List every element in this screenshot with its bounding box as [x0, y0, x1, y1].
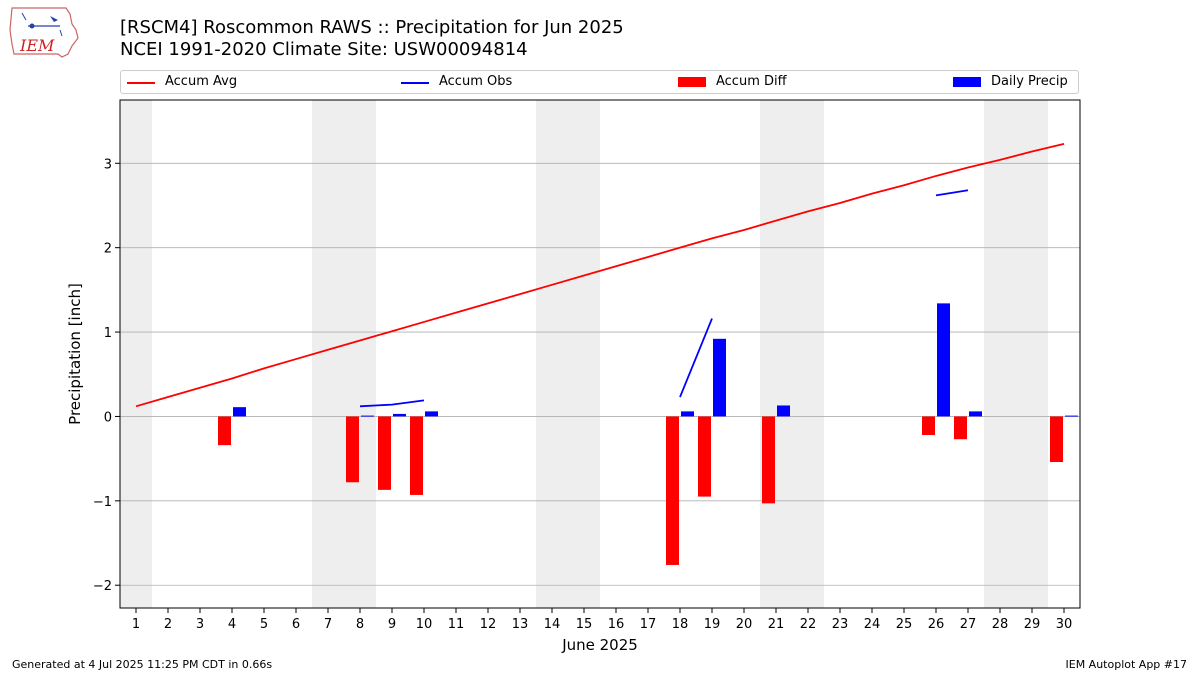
x-tick-label: 16: [608, 617, 625, 632]
x-tick-label: 25: [896, 617, 913, 632]
y-tick-label: 2: [104, 242, 112, 257]
grid-lines: [120, 162, 1080, 586]
weekend-band: [760, 100, 792, 608]
y-axis-label: Precipitation [inch]: [66, 283, 84, 425]
footer-app: IEM Autoplot App #17: [1065, 658, 1188, 671]
accum-diff-bar: [698, 416, 711, 497]
weekend-bands: [120, 100, 1048, 608]
daily-precip-bar: [777, 405, 790, 417]
accum-diff-bar: [410, 416, 423, 495]
x-tick-label: 3: [196, 617, 204, 632]
daily-precip-bars: [233, 303, 1078, 417]
daily-precip-bar: [393, 413, 406, 417]
x-axis-label: June 2025: [561, 636, 638, 654]
x-tick-label: 7: [324, 617, 332, 632]
x-tick-label: 5: [260, 617, 268, 632]
accum-diff-bar: [1050, 416, 1063, 463]
x-tick-label: 24: [864, 617, 881, 632]
daily-precip-bar: [233, 407, 246, 417]
y-tick-label: 3: [104, 157, 112, 172]
daily-precip-bar: [713, 338, 726, 417]
legend-label-daily-precip: Daily Precip: [991, 74, 1068, 89]
weekend-band: [568, 100, 600, 608]
y-axis: −2 −1 0 1 2 3: [93, 157, 120, 594]
footer-generated: Generated at 4 Jul 2025 11:25 PM CDT in …: [12, 658, 273, 671]
legend-swatch-accum-obs: [401, 82, 429, 84]
x-tick-label: 12: [480, 617, 497, 632]
daily-precip-bar: [425, 411, 438, 417]
x-tick-label: 1: [132, 617, 140, 632]
daily-precip-bar: [937, 303, 950, 417]
accum-obs-line: [679, 318, 713, 398]
accum-diff-bar: [346, 416, 359, 483]
x-tick-label: 28: [992, 617, 1009, 632]
accum-diff-bar: [922, 416, 935, 436]
weekend-band: [1016, 100, 1048, 608]
weekend-band: [984, 100, 1016, 608]
daily-precip-bar: [361, 415, 374, 417]
accum-diff-bar: [762, 416, 775, 504]
x-tick-label: 27: [960, 617, 977, 632]
series-lines: [135, 143, 1065, 408]
weekend-band: [792, 100, 824, 608]
x-tick-label: 11: [448, 617, 465, 632]
x-tick-label: 30: [1056, 617, 1073, 632]
x-tick-label: 20: [736, 617, 753, 632]
x-tick-label: 4: [228, 617, 236, 632]
x-tick-label: 26: [928, 617, 945, 632]
accum-obs-line: [359, 399, 425, 408]
legend-label-accum-diff: Accum Diff: [716, 74, 787, 89]
x-tick-label: 17: [640, 617, 657, 632]
accum-avg-line: [135, 143, 1065, 408]
y-tick-label: −2: [93, 579, 112, 594]
x-tick-label: 14: [544, 617, 561, 632]
weekend-band: [120, 100, 152, 608]
x-tick-label: 21: [768, 617, 785, 632]
plot-frame: [119, 99, 1081, 609]
daily-precip-bar: [969, 411, 982, 417]
x-tick-label: 10: [416, 617, 433, 632]
logo-text: IEM: [19, 36, 55, 55]
x-tick-label: 15: [576, 617, 593, 632]
x-tick-label: 2: [164, 617, 172, 632]
accum-diff-bar: [666, 416, 679, 565]
accum-diff-bar: [378, 416, 391, 490]
legend: Accum Avg Accum Obs Accum Diff Daily Pre…: [120, 70, 1079, 94]
accum-diff-bar: [954, 416, 967, 440]
x-tick-label: 23: [832, 617, 849, 632]
y-tick-label: 0: [104, 410, 112, 425]
weekend-band: [312, 100, 344, 608]
x-tick-label: 22: [800, 617, 817, 632]
chart-subtitle: NCEI 1991-2020 Climate Site: USW00094814: [120, 39, 528, 60]
x-tick-label: 13: [512, 617, 529, 632]
weekend-band: [536, 100, 568, 608]
chart-title: [RSCM4] Roscommon RAWS :: Precipitation …: [120, 17, 624, 38]
x-tick-label: 8: [356, 617, 364, 632]
accum-diff-bar: [218, 416, 231, 446]
daily-precip-bar: [1065, 415, 1078, 417]
legend-swatch-accum-avg: [127, 82, 155, 84]
weekend-band: [344, 100, 376, 608]
accum-obs-line: [935, 189, 969, 197]
daily-precip-bar: [681, 411, 694, 417]
legend-label-accum-avg: Accum Avg: [165, 74, 238, 89]
legend-swatch-daily-precip: [953, 77, 981, 87]
iem-logo: IEM: [9, 7, 79, 58]
x-tick-label: 6: [292, 617, 300, 632]
legend-label-accum-obs: Accum Obs: [439, 74, 513, 89]
x-tick-label: 29: [1024, 617, 1041, 632]
x-tick-label: 18: [672, 617, 689, 632]
legend-swatch-accum-diff: [678, 77, 706, 87]
y-tick-label: 1: [104, 326, 112, 341]
x-tick-label: 9: [388, 617, 396, 632]
x-axis: 1 2 3 4 5 6 7 8 9 10 11 12 13 14 15 16 17 18 19 20 21 22 23 24 2…: [132, 608, 1072, 632]
x-tick-label: 19: [704, 617, 721, 632]
accum-diff-bars: [218, 416, 1063, 565]
y-tick-label: −1: [93, 495, 112, 510]
